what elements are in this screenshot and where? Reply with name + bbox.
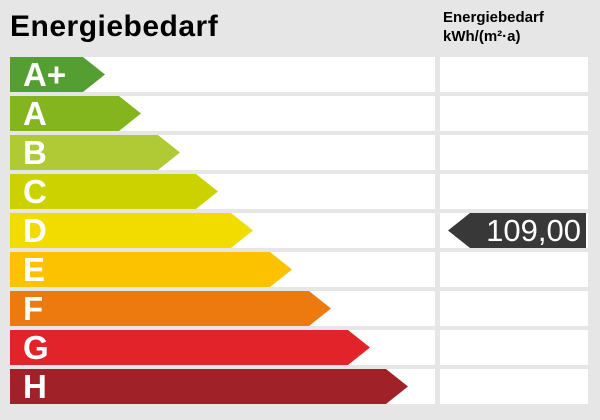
value-text: 109,00 (486, 213, 581, 248)
efficiency-class-arrow: A+ (10, 57, 105, 92)
efficiency-class-arrow: A (10, 96, 141, 131)
efficiency-class-arrow: G (10, 330, 370, 365)
value-badge: 109,00 (448, 213, 586, 248)
scale-row-h: H (10, 369, 588, 404)
scale-row-a: A (10, 96, 588, 131)
efficiency-class-letter: B (23, 134, 47, 171)
efficiency-class-letter: E (23, 251, 46, 288)
scale-row-e: E (10, 252, 588, 287)
efficiency-class-letter: A (23, 95, 47, 132)
scale-row-f: F (10, 291, 588, 326)
efficiency-class-arrow: B (10, 135, 180, 170)
efficiency-class-letter: H (23, 368, 47, 405)
unit-header: Energiebedarf kWh/(m²·a) (443, 8, 544, 46)
unit-header-line1: Energiebedarf (443, 9, 544, 26)
efficiency-scale: A+ A B C D 109,00 E F G H (10, 57, 588, 408)
efficiency-class-arrow: C (10, 174, 218, 209)
row-strip-right (440, 135, 588, 170)
efficiency-class-letter: D (23, 212, 47, 249)
scale-row-a+: A+ (10, 57, 588, 92)
scale-row-c: C (10, 174, 588, 209)
efficiency-class-letter: G (23, 329, 49, 366)
efficiency-class-arrow: E (10, 252, 292, 287)
unit-header-line2: kWh/(m²·a) (443, 28, 521, 45)
efficiency-class-letter: C (23, 173, 47, 210)
efficiency-class-arrow: H (10, 369, 408, 404)
row-strip-right (440, 291, 588, 326)
row-strip-right (440, 330, 588, 365)
scale-row-g: G (10, 330, 588, 365)
row-strip-right (440, 174, 588, 209)
efficiency-class-arrow: F (10, 291, 331, 326)
row-strip-right (440, 252, 588, 287)
row-strip-right (440, 369, 588, 404)
efficiency-class-arrow: D (10, 213, 253, 248)
row-strip-right (440, 57, 588, 92)
scale-row-b: B (10, 135, 588, 170)
page-title: Energiebedarf (10, 10, 219, 43)
efficiency-class-letter: A+ (23, 56, 67, 93)
efficiency-class-letter: F (23, 290, 44, 327)
scale-row-d: D 109,00 (10, 213, 588, 248)
row-strip-right (440, 96, 588, 131)
